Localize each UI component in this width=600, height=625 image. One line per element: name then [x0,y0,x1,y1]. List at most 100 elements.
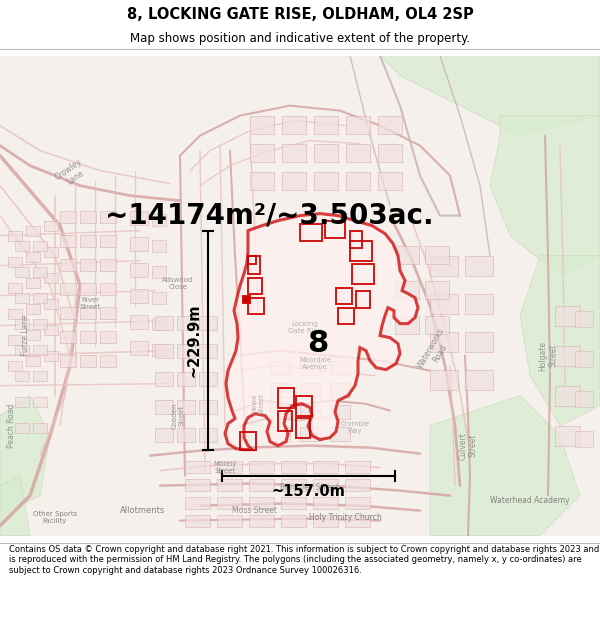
Bar [15,292,29,302]
Text: Map shows position and indicative extent of the property.: Map shows position and indicative extent… [130,31,470,44]
Bar [100,211,116,222]
Bar [300,427,320,441]
Bar [155,428,173,442]
Bar [44,351,58,361]
Bar [313,497,338,509]
Text: Waterhead Academy: Waterhead Academy [490,496,570,505]
Bar [314,144,338,162]
Bar [33,397,47,407]
Bar [378,144,402,162]
Bar [26,304,40,314]
Bar [270,427,290,441]
Text: 8, LOCKING GATE RISE, OLDHAM, OL4 2SP: 8, LOCKING GATE RISE, OLDHAM, OL4 2SP [127,7,473,22]
Bar [314,172,338,189]
Bar [378,172,402,189]
Bar [155,344,173,357]
Bar [345,479,370,491]
Bar [26,356,40,366]
Bar [575,431,593,447]
Text: Crowley
Lane: Crowley Lane [54,157,90,191]
Bar [282,172,306,189]
Text: 8: 8 [307,329,329,358]
Bar [15,422,29,432]
Text: Bardsley Street: Bardsley Street [281,483,340,492]
Bar [100,282,116,294]
Bar [44,221,58,231]
Bar [250,144,274,162]
Polygon shape [380,56,600,136]
Bar [26,226,40,236]
Bar [177,428,195,442]
Bar [250,172,274,189]
Bar [300,404,320,419]
Bar [185,461,210,472]
Bar [15,371,29,381]
Bar [270,404,290,419]
Bar [8,231,22,241]
Bar [100,331,116,342]
Bar [430,294,458,314]
Bar [395,246,419,264]
Bar [15,319,29,329]
Bar [330,382,350,397]
Bar [430,369,458,389]
Bar [345,497,370,509]
Bar [249,461,274,472]
Bar [100,354,116,367]
Bar [15,397,29,407]
Bar [314,116,338,134]
Bar [130,341,148,354]
Bar [130,289,148,302]
Bar [300,382,320,397]
Bar [425,281,449,299]
Bar [313,514,338,527]
Bar [130,211,148,224]
Polygon shape [490,116,600,276]
Bar [33,292,47,302]
Bar [33,267,47,277]
Bar [8,334,22,344]
Text: Culvert
Street: Culvert Street [458,432,478,459]
Bar [465,294,493,314]
Text: ~229.9m: ~229.9m [187,303,202,377]
Bar [33,241,47,251]
Polygon shape [430,396,580,536]
Bar [345,461,370,472]
Bar [282,144,306,162]
Bar [346,144,370,162]
Bar [26,252,40,262]
Bar [281,514,306,527]
Bar [555,386,580,406]
Bar [177,344,195,357]
Bar [155,372,173,386]
Bar [152,239,166,252]
Bar [152,344,166,356]
Bar [430,256,458,276]
Bar [60,259,76,271]
Bar [281,479,306,491]
Bar [185,514,210,527]
Bar [8,282,22,292]
Bar [217,461,242,472]
Bar [44,299,58,309]
Bar [465,332,493,352]
Bar [217,514,242,527]
Bar [199,399,217,414]
Bar [155,399,173,414]
Bar [330,404,350,419]
Text: Furze Lane: Furze Lane [20,315,29,356]
Bar [80,211,96,222]
Bar [100,234,116,247]
Bar [346,172,370,189]
Bar [15,267,29,277]
Bar [15,344,29,354]
Text: Adswood
Close: Adswood Close [163,277,194,290]
Bar [33,371,47,381]
Bar [430,332,458,352]
Bar [425,316,449,334]
Bar [217,479,242,491]
Text: Waterworks
Road: Waterworks Road [415,326,455,375]
Bar [199,316,217,329]
Text: Cobden
Street: Cobden Street [172,402,185,429]
Bar [80,282,96,294]
